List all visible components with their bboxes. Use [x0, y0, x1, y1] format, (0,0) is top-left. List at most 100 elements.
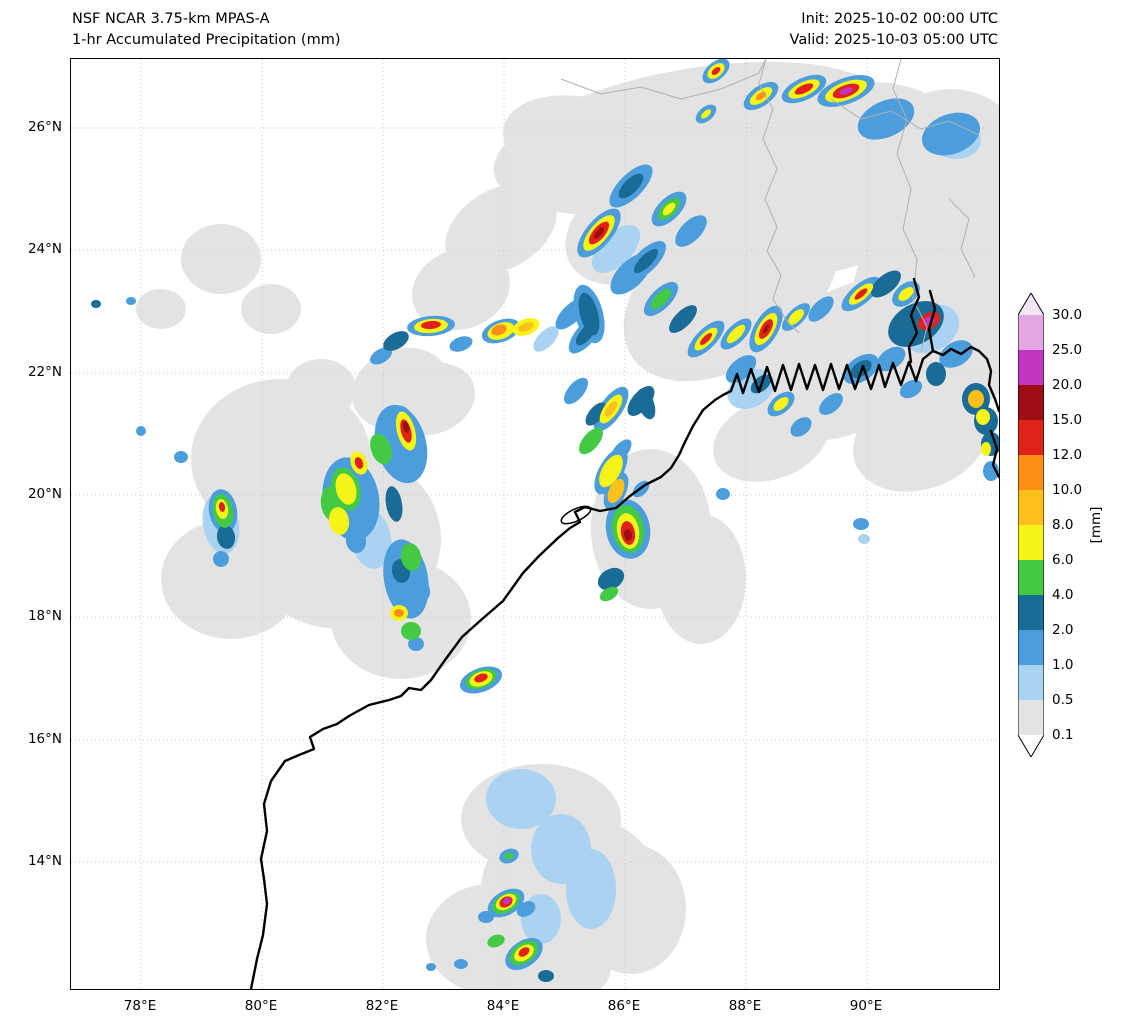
precip-cell [354, 457, 364, 469]
precip-cell [675, 215, 707, 247]
precip-cell [968, 390, 984, 408]
precip-cell [136, 426, 146, 436]
precip-cell [454, 959, 468, 969]
precip-cell [755, 91, 767, 101]
precip-cell [585, 402, 607, 426]
colorbar-band [1018, 595, 1044, 630]
admin-border [892, 59, 928, 352]
admin-border [830, 98, 980, 136]
precip-cell [762, 324, 770, 334]
valid-time-label: Valid: 2025-10-03 05:00 UTC [789, 32, 998, 48]
light-precip-shade [161, 519, 301, 639]
precip-cell [383, 331, 409, 351]
precip-cell [345, 529, 367, 553]
colorbar-band [1018, 525, 1044, 560]
map-canvas [71, 59, 999, 989]
light-precip-shade [241, 284, 301, 334]
precip-cell [126, 297, 136, 305]
colorbar-band [1018, 420, 1044, 455]
precip-cell [411, 580, 431, 602]
precip-cell [401, 622, 421, 640]
precip-cell [773, 397, 789, 411]
light-precip-shade [412, 247, 510, 331]
precip-cell [385, 486, 403, 522]
precip-cell [504, 852, 514, 860]
precip-cell [408, 637, 424, 651]
precip-cell [669, 305, 697, 333]
precip-cell [711, 67, 721, 75]
precip-cell [699, 332, 713, 346]
colorbar-tick-label: 30.0 [1052, 307, 1083, 323]
precip-cell [650, 288, 672, 310]
precip-cell [788, 309, 804, 325]
colorbar-tick-label: 0.1 [1052, 727, 1074, 743]
colorbar-tick-label: 0.5 [1052, 692, 1074, 708]
precip-cell [725, 355, 757, 383]
time-labels: Init: 2025-10-02 00:00 UTC Valid: 2025-1… [790, 9, 998, 51]
precip-cell [839, 87, 853, 95]
admin-border [948, 198, 976, 278]
precip-cell [503, 897, 511, 905]
precip-cell [604, 401, 618, 417]
light-precip-shade [181, 224, 261, 294]
coastline [927, 289, 937, 353]
precip-cell [857, 98, 915, 140]
colorbar-band [1018, 665, 1044, 700]
lon-tick-label: 80°E [244, 998, 278, 1014]
lat-tick-label: 16°N [27, 731, 62, 747]
lat-tick-label: 24°N [27, 241, 62, 257]
lon-tick-label: 86°E [607, 998, 641, 1014]
precip-cell [599, 586, 619, 602]
precip-cell [518, 322, 534, 332]
colorbar-band [1018, 385, 1044, 420]
lagoon-outline [560, 505, 592, 525]
precip-cell [518, 947, 530, 957]
colorbar-band [1018, 315, 1044, 350]
precip-cell [790, 417, 812, 437]
precip-cell [370, 347, 392, 365]
precip-cell [578, 292, 600, 336]
light-precip-shade [136, 289, 186, 329]
precip-cell [400, 543, 422, 571]
precip-cell [564, 377, 588, 405]
figure-header: NSF NCAR 3.75-km MPAS-A 1-hr Accumulated… [72, 9, 340, 51]
lat-tick-label: 14°N [27, 853, 62, 869]
colorbar-band [1018, 700, 1044, 735]
precip-cell [976, 409, 990, 425]
precip-cell [794, 83, 814, 95]
precip-cell [716, 488, 730, 500]
colorbar-over-arrow [1018, 293, 1044, 315]
lon-tick-label: 90°E [849, 998, 883, 1014]
precip-cell [478, 911, 494, 923]
lon-tick-label: 88°E [728, 998, 762, 1014]
precip-cell [216, 525, 236, 549]
precip-cell [538, 970, 554, 982]
model-title: NSF NCAR 3.75-km MPAS-A [72, 11, 270, 27]
precip-cell [633, 248, 659, 274]
precip-cell [618, 173, 644, 199]
precip-cell [597, 567, 625, 591]
precip-cell [623, 529, 633, 541]
precip-cell [926, 362, 946, 386]
precip-cell [939, 340, 973, 368]
precip-cell [599, 454, 623, 488]
precip-cell [491, 324, 507, 336]
precip-cell [853, 518, 869, 530]
precip-cell [370, 433, 392, 465]
colorbar [1017, 292, 1045, 758]
colorbar-band [1018, 455, 1044, 490]
colorbar-tick-label: 20.0 [1052, 377, 1083, 393]
lat-tick-label: 22°N [27, 364, 62, 380]
colorbar-tick-label: 4.0 [1052, 587, 1074, 603]
colorbar-band [1018, 560, 1044, 595]
precip-cell [808, 296, 834, 322]
precip-cell [899, 379, 923, 399]
precip-cell [898, 287, 914, 301]
colorbar-tick-label: 25.0 [1052, 342, 1083, 358]
colorbar-tick-label: 2.0 [1052, 622, 1074, 638]
precip-cell [449, 336, 473, 352]
precip-cell [426, 963, 436, 971]
precip-cell [983, 461, 999, 481]
lon-tick-label: 78°E [123, 998, 157, 1014]
